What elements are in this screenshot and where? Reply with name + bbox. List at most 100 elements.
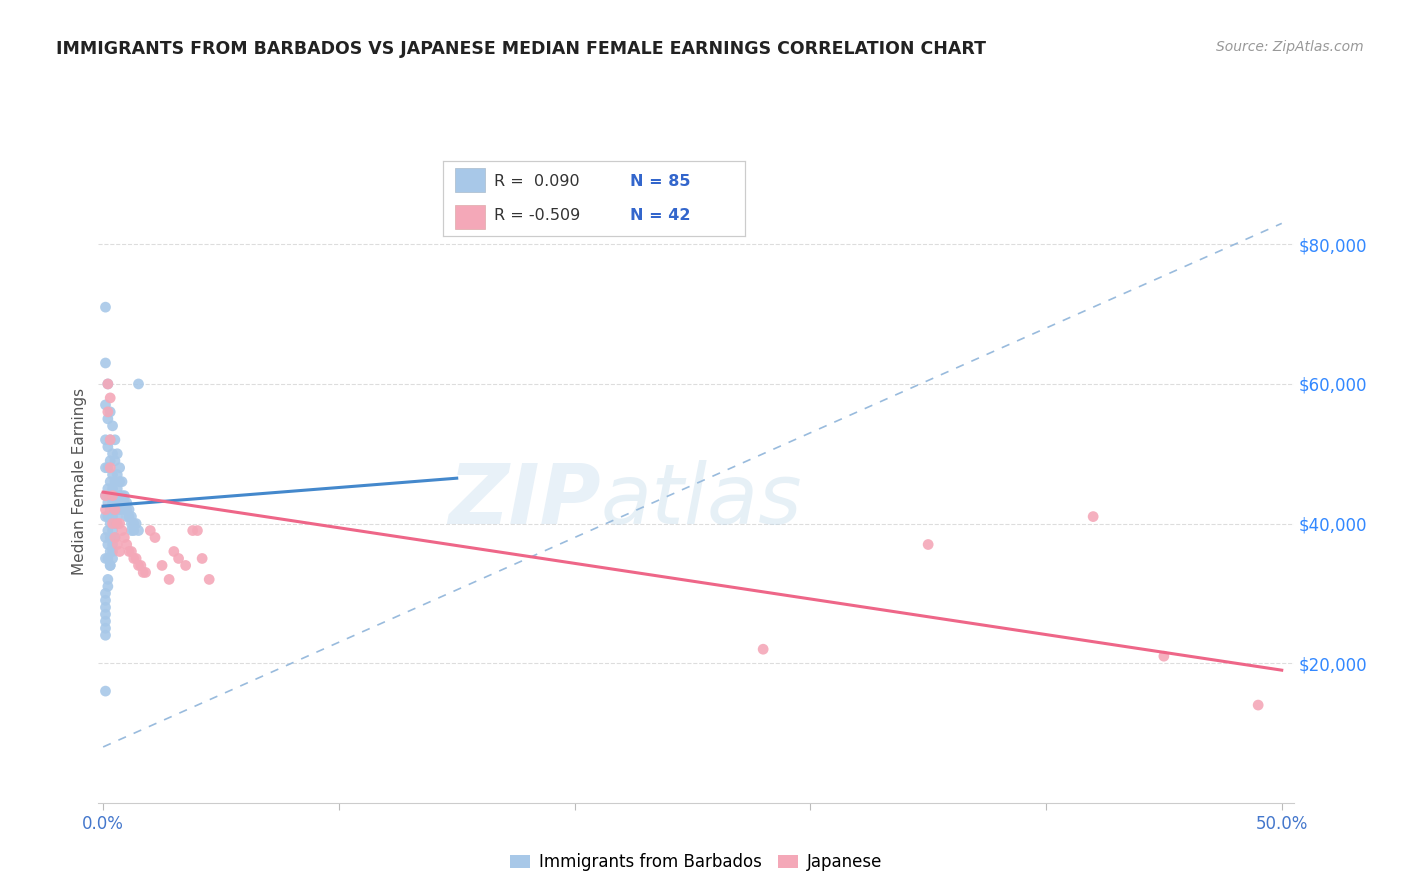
Point bbox=[157, 573, 180, 587]
Point bbox=[104, 502, 127, 516]
Point bbox=[129, 558, 152, 573]
Point bbox=[118, 544, 141, 558]
Point bbox=[94, 300, 117, 314]
Point bbox=[128, 376, 150, 391]
Point bbox=[94, 531, 117, 545]
Point bbox=[98, 516, 121, 531]
Point bbox=[198, 573, 221, 587]
Point bbox=[125, 516, 148, 531]
Point bbox=[752, 642, 775, 657]
Point bbox=[94, 551, 117, 566]
Point bbox=[105, 509, 128, 524]
Point bbox=[112, 531, 135, 545]
Point bbox=[94, 460, 117, 475]
Point bbox=[101, 482, 124, 496]
Point bbox=[191, 551, 214, 566]
Point bbox=[105, 537, 128, 551]
Point bbox=[108, 544, 131, 558]
Point bbox=[108, 516, 131, 531]
Point bbox=[98, 558, 121, 573]
Point bbox=[1247, 698, 1270, 712]
Point bbox=[94, 433, 117, 447]
Point bbox=[108, 460, 131, 475]
Text: N = 42: N = 42 bbox=[630, 209, 690, 223]
Point bbox=[122, 516, 145, 531]
Point bbox=[94, 489, 117, 503]
Point bbox=[101, 516, 124, 531]
Point bbox=[128, 558, 150, 573]
Legend: Immigrants from Barbados, Japanese: Immigrants from Barbados, Japanese bbox=[503, 847, 889, 878]
Point bbox=[94, 621, 117, 635]
Point bbox=[98, 433, 121, 447]
Point bbox=[105, 482, 128, 496]
Point bbox=[101, 524, 124, 538]
Point bbox=[94, 615, 117, 629]
Point bbox=[118, 502, 141, 516]
Point bbox=[105, 447, 128, 461]
Text: atlas: atlas bbox=[600, 460, 801, 541]
Point bbox=[104, 489, 127, 503]
Point bbox=[122, 524, 145, 538]
Point bbox=[98, 502, 121, 516]
Point bbox=[1153, 649, 1175, 664]
Point bbox=[94, 502, 117, 516]
Point bbox=[120, 516, 142, 531]
Point bbox=[98, 405, 121, 419]
Point bbox=[112, 495, 135, 509]
Point bbox=[98, 531, 121, 545]
Point bbox=[186, 524, 208, 538]
Point bbox=[174, 558, 197, 573]
Point bbox=[112, 489, 135, 503]
Point bbox=[139, 524, 162, 538]
Point bbox=[98, 433, 121, 447]
Point bbox=[111, 475, 134, 489]
Point bbox=[125, 551, 148, 566]
Point bbox=[115, 537, 138, 551]
Text: Source: ZipAtlas.com: Source: ZipAtlas.com bbox=[1216, 40, 1364, 54]
Point bbox=[120, 544, 142, 558]
Point bbox=[104, 531, 127, 545]
Text: R =  0.090: R = 0.090 bbox=[495, 174, 579, 188]
Point bbox=[104, 502, 127, 516]
Point bbox=[143, 531, 166, 545]
Bar bbox=[456, 169, 485, 193]
Point bbox=[104, 531, 127, 545]
Point bbox=[101, 495, 124, 509]
Point bbox=[97, 376, 120, 391]
Point bbox=[97, 551, 120, 566]
Point bbox=[97, 460, 120, 475]
Point bbox=[111, 495, 134, 509]
Point bbox=[97, 524, 120, 538]
Point bbox=[118, 509, 141, 524]
Point bbox=[94, 628, 117, 642]
Point bbox=[94, 509, 117, 524]
Y-axis label: Median Female Earnings: Median Female Earnings bbox=[72, 388, 87, 575]
Point bbox=[104, 516, 127, 531]
Point bbox=[94, 593, 117, 607]
Point bbox=[98, 558, 121, 573]
Point bbox=[101, 537, 124, 551]
Point bbox=[98, 460, 121, 475]
Point bbox=[122, 551, 145, 566]
Point bbox=[98, 489, 121, 503]
Point bbox=[98, 454, 121, 468]
Point bbox=[115, 495, 138, 509]
Point bbox=[128, 524, 150, 538]
Point bbox=[94, 398, 117, 412]
Bar bbox=[456, 204, 485, 229]
Text: N = 85: N = 85 bbox=[630, 174, 690, 188]
Point bbox=[105, 495, 128, 509]
Point bbox=[98, 391, 121, 405]
Point bbox=[94, 586, 117, 600]
Point bbox=[101, 551, 124, 566]
Point bbox=[120, 509, 142, 524]
Point bbox=[98, 544, 121, 558]
Point bbox=[97, 573, 120, 587]
Point bbox=[101, 509, 124, 524]
Point bbox=[94, 600, 117, 615]
Point bbox=[97, 376, 120, 391]
Point bbox=[105, 467, 128, 482]
Text: R = -0.509: R = -0.509 bbox=[495, 209, 581, 223]
Point bbox=[163, 544, 186, 558]
Point bbox=[94, 356, 117, 370]
